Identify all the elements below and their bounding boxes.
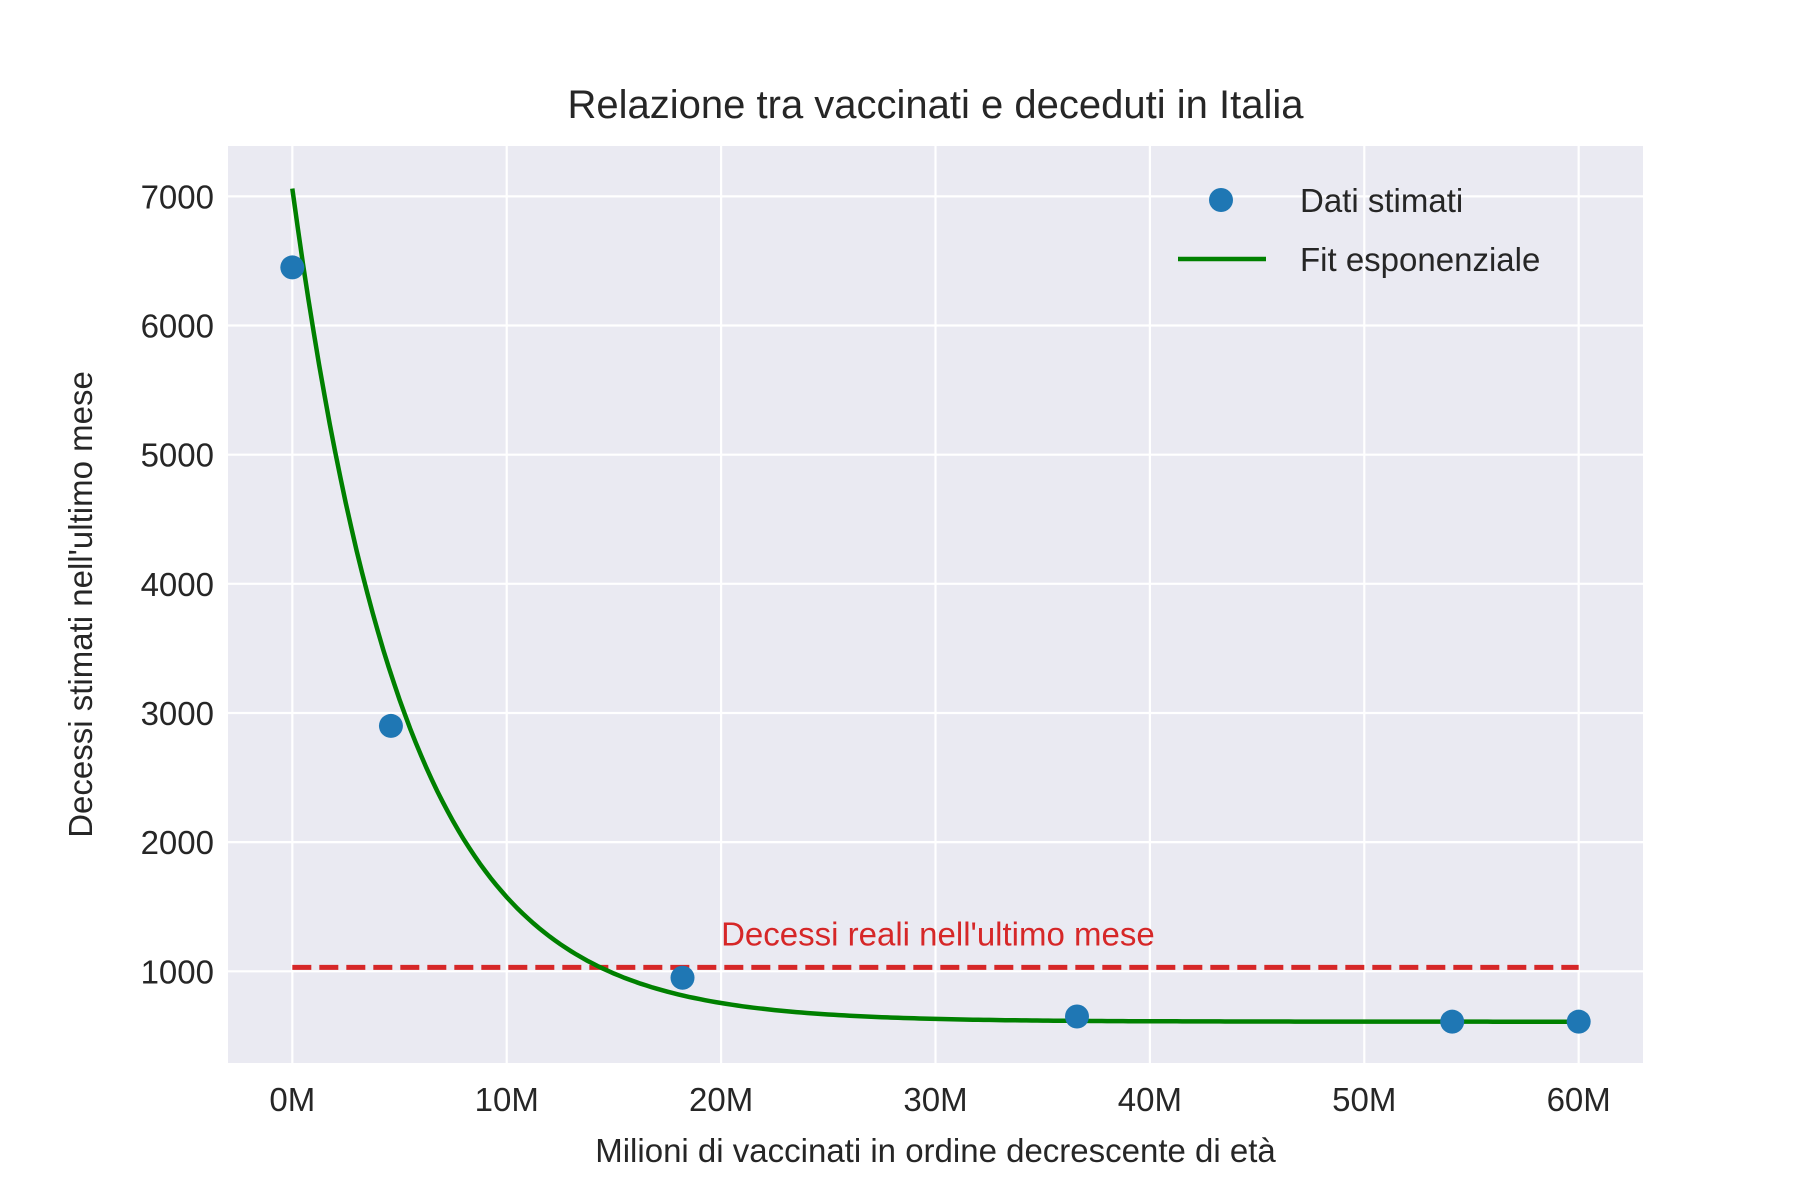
reference-line-label: Decessi reali nell'ultimo mese: [721, 915, 1155, 952]
data-point: [378, 713, 403, 738]
x-axis-label: Milioni di vaccinati in ordine decrescen…: [595, 1132, 1276, 1169]
y-tick-label: 2000: [141, 824, 214, 861]
y-tick-label: 6000: [141, 308, 214, 345]
legend-marker-dati-stimati: [1209, 188, 1233, 212]
y-tick-label: 1000: [141, 953, 214, 990]
x-tick-label: 40M: [1118, 1081, 1182, 1118]
data-point: [1440, 1009, 1465, 1034]
tick-labels: 0M 10M 20M 30M 40M 50M 60M 1000 2000 3000 4000 5000…: [141, 178, 1611, 1118]
x-tick-label: 50M: [1332, 1081, 1396, 1118]
y-axis-label: Decessi stimati nell'ultimo mese: [62, 371, 99, 838]
legend: Dati stimati Fit esponenziale: [1178, 182, 1540, 278]
x-tick-label: 10M: [475, 1081, 539, 1118]
data-point: [280, 255, 305, 280]
fit-line: [290, 188, 1579, 1024]
x-tick-label: 20M: [689, 1081, 753, 1118]
y-tick-label: 3000: [141, 695, 214, 732]
data-point: [670, 965, 695, 990]
legend-label-fit-esponenziale: Fit esponenziale: [1300, 241, 1540, 278]
x-tick-label: 0M: [269, 1081, 315, 1118]
data-point: [1065, 1004, 1089, 1029]
data-point: [1566, 1009, 1591, 1034]
x-tick-label: 60M: [1547, 1081, 1611, 1118]
y-tick-label: 7000: [141, 178, 214, 215]
chart-title: Relazione tra vaccinati e deceduti in It…: [568, 83, 1305, 127]
y-tick-label: 4000: [141, 566, 214, 603]
y-tick-label: 5000: [141, 437, 214, 474]
x-tick-label: 30M: [903, 1081, 967, 1118]
legend-label-dati-stimati: Dati stimati: [1300, 182, 1463, 219]
series-group: [280, 188, 1591, 1034]
